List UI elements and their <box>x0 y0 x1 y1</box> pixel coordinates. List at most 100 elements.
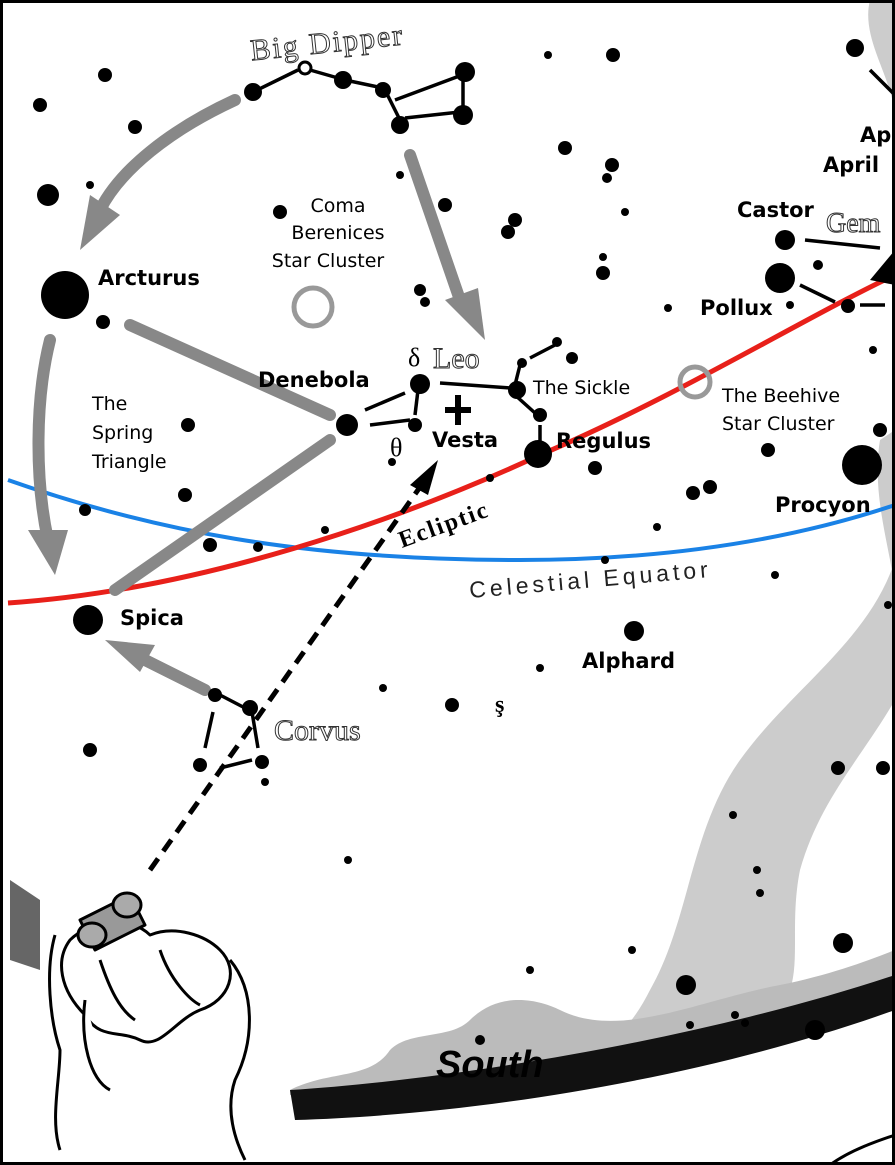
star <box>741 1019 749 1027</box>
label: Procyon <box>775 493 871 517</box>
star <box>96 315 110 329</box>
star <box>676 975 696 995</box>
star <box>566 352 578 364</box>
star <box>414 284 426 296</box>
star <box>605 158 619 172</box>
horizon <box>290 975 895 1120</box>
star <box>79 504 91 516</box>
coma-cluster <box>291 285 335 329</box>
star <box>517 358 527 368</box>
beehive-cluster <box>677 364 713 400</box>
star <box>524 440 552 468</box>
star <box>244 83 262 101</box>
label: θ <box>390 433 402 462</box>
label: The Sickle <box>532 377 630 399</box>
star <box>873 423 887 437</box>
star <box>846 39 864 57</box>
star <box>729 811 737 819</box>
double-star <box>297 60 313 76</box>
star <box>388 458 396 466</box>
star <box>526 966 534 974</box>
star <box>761 443 775 457</box>
label: Leo <box>433 342 480 375</box>
star <box>876 761 890 775</box>
star <box>831 761 845 775</box>
label: The <box>91 393 127 415</box>
label: Spica <box>120 606 184 630</box>
star <box>602 173 612 183</box>
star <box>536 664 544 672</box>
star <box>833 933 853 953</box>
star <box>73 605 103 635</box>
pointer-arrows <box>32 94 466 696</box>
label: Berenices <box>291 222 384 244</box>
milky-way-mid <box>877 430 895 600</box>
star <box>336 414 358 436</box>
star <box>588 461 602 475</box>
star <box>501 225 515 239</box>
star <box>242 700 258 716</box>
label: Star Cluster <box>272 250 385 272</box>
star <box>731 1011 739 1019</box>
star <box>841 299 855 313</box>
milky-way-gap <box>790 700 895 990</box>
star <box>771 571 779 579</box>
star <box>255 755 269 769</box>
label: Spring <box>92 422 153 444</box>
star <box>486 474 494 482</box>
star <box>344 856 352 864</box>
star <box>884 601 892 609</box>
star <box>410 374 430 394</box>
star <box>765 263 795 293</box>
star <box>379 684 387 692</box>
star <box>420 297 430 307</box>
label: ş <box>495 692 504 718</box>
label: Star Cluster <box>722 413 835 435</box>
label: Pollux <box>700 296 773 320</box>
star <box>445 698 459 712</box>
star <box>475 1035 485 1045</box>
observer <box>48 891 251 1161</box>
star <box>813 260 823 270</box>
star <box>805 1020 825 1040</box>
star <box>178 488 192 502</box>
star <box>408 418 422 432</box>
star <box>599 253 607 261</box>
star <box>33 98 47 112</box>
star <box>208 688 222 702</box>
star <box>596 266 610 280</box>
star <box>181 418 195 432</box>
star <box>686 486 700 500</box>
label: δ <box>408 343 420 372</box>
star <box>775 230 795 250</box>
label: Triangle <box>91 451 167 473</box>
star <box>703 480 717 494</box>
label: April <box>823 153 879 177</box>
star <box>41 271 89 319</box>
label: Regulus <box>556 429 651 453</box>
star <box>391 116 409 134</box>
label: Corvus <box>274 714 361 747</box>
star <box>664 304 672 312</box>
star <box>869 346 877 354</box>
star <box>253 542 263 552</box>
star <box>37 184 59 206</box>
star <box>653 523 661 531</box>
star <box>558 141 572 155</box>
label: Alphard <box>582 649 675 673</box>
milky-way-top <box>868 0 895 120</box>
star <box>396 171 404 179</box>
label: South <box>436 1044 544 1086</box>
star <box>544 51 552 59</box>
stars <box>33 39 892 1045</box>
label: Denebola <box>258 368 370 392</box>
star <box>438 198 452 212</box>
star <box>753 866 761 874</box>
vesta-marker <box>445 395 471 425</box>
star <box>83 743 97 757</box>
sight-line <box>147 478 428 872</box>
star <box>686 1021 694 1029</box>
edge-curve <box>829 1133 895 1165</box>
gemini-marker <box>870 250 895 285</box>
